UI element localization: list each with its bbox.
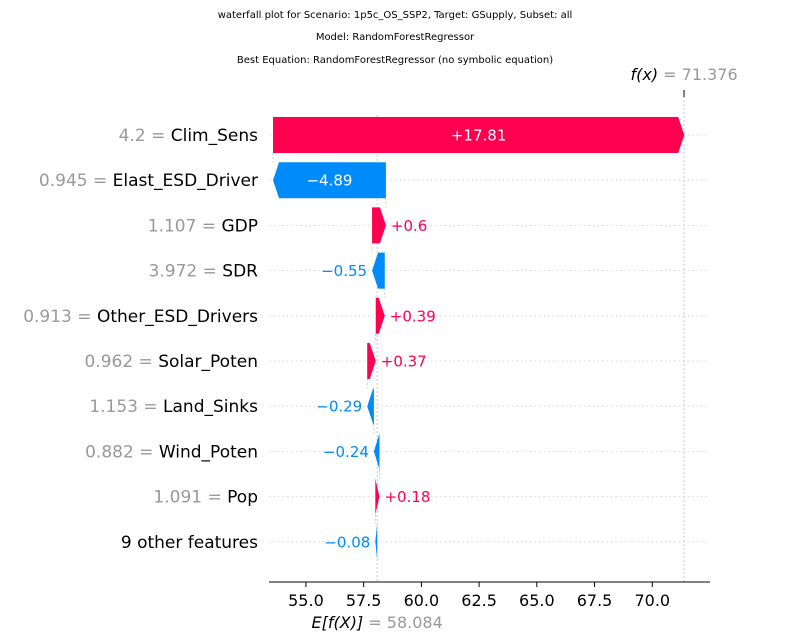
bar-value-label: −0.55 <box>321 262 367 280</box>
waterfall-bar <box>367 388 374 425</box>
feature-label: 1.153 = Land_Sinks <box>89 397 258 417</box>
feature-value: 0.962 = <box>84 352 158 372</box>
waterfall-bar <box>372 207 386 244</box>
feature-value: 4.2 = <box>119 126 171 146</box>
chart-title-line-3: Best Equation: RandomForestRegressor (no… <box>236 55 554 66</box>
feature-name: Clim_Sens <box>171 126 258 146</box>
base-value-prefix: E[f(X)] <box>312 613 369 632</box>
feature-value: 1.107 = <box>148 216 222 236</box>
x-tick-label: 65.0 <box>519 591 555 610</box>
feature-name: SDR <box>222 262 258 282</box>
bar-value-label: −0.29 <box>316 398 362 416</box>
feature-label: 0.913 = Other_ESD_Drivers <box>23 307 258 327</box>
x-tick-label: 70.0 <box>634 591 670 610</box>
feature-label: 0.882 = Wind_Poten <box>85 442 258 462</box>
chart-title-line-2: Model: RandomForestRegressor <box>315 32 475 43</box>
bar-value-label: +0.6 <box>391 217 427 235</box>
bar-value-label: +0.18 <box>384 488 430 506</box>
feature-label: 3.972 = SDR <box>149 262 259 282</box>
feature-label: 4.2 = Clim_Sens <box>119 126 258 146</box>
waterfall-bar <box>375 523 378 560</box>
waterfall-bar <box>373 433 380 470</box>
feature-name: 9 other features <box>121 533 258 553</box>
x-tick-label: 67.5 <box>577 591 613 610</box>
feature-value: 0.945 = <box>39 171 113 191</box>
final-value-number: = 71.376 <box>663 65 737 84</box>
feature-name: Elast_ESD_Driver <box>113 171 258 191</box>
chart-title-line-1: waterfall plot for Scenario: 1p5c_OS_SSP… <box>217 10 573 21</box>
x-tick-label: 57.5 <box>346 591 382 610</box>
feature-name: Other_ESD_Drivers <box>97 307 258 327</box>
bar-value-label: +0.37 <box>381 353 427 371</box>
feature-value: 1.153 = <box>89 397 163 417</box>
feature-value: 3.972 = <box>149 262 223 282</box>
feature-label: 0.962 = Solar_Poten <box>84 352 258 372</box>
base-value-number: = 58.084 <box>368 613 442 632</box>
feature-label: 9 other features <box>121 533 258 553</box>
feature-value: 1.091 = <box>153 488 227 508</box>
bar-value-label: +17.81 <box>451 127 507 145</box>
feature-value: 0.913 = <box>23 307 97 327</box>
feature-name: Land_Sinks <box>163 397 258 417</box>
waterfall-bar <box>375 478 380 515</box>
final-value-prefix: f(x) <box>630 65 663 84</box>
feature-name: Pop <box>227 488 258 508</box>
waterfall-bar <box>273 162 386 199</box>
base-value-label: E[f(X)] = 58.084 <box>312 613 443 632</box>
waterfall-bar <box>372 252 385 289</box>
feature-value: 0.882 = <box>85 442 159 462</box>
bar-value-label: +0.39 <box>390 307 436 325</box>
bar-value-label: −0.24 <box>323 443 369 461</box>
feature-label: 0.945 = Elast_ESD_Driver <box>39 171 258 191</box>
feature-name: GDP <box>221 216 258 236</box>
waterfall-bar <box>375 297 385 334</box>
feature-label: 1.091 = Pop <box>153 488 258 508</box>
feature-label: 1.107 = GDP <box>148 216 258 236</box>
waterfall-bar <box>273 117 685 153</box>
feature-name: Wind_Poten <box>159 442 258 462</box>
x-tick-label: 62.5 <box>461 591 497 610</box>
final-value-label: f(x) = 71.376 <box>630 65 737 84</box>
waterfall-bar <box>367 343 376 379</box>
x-tick-label: 55.0 <box>288 591 324 610</box>
bar-value-label: −0.08 <box>324 533 370 551</box>
feature-name: Solar_Poten <box>158 352 258 372</box>
x-tick-label: 60.0 <box>404 591 440 610</box>
bar-value-label: −4.89 <box>306 172 352 190</box>
